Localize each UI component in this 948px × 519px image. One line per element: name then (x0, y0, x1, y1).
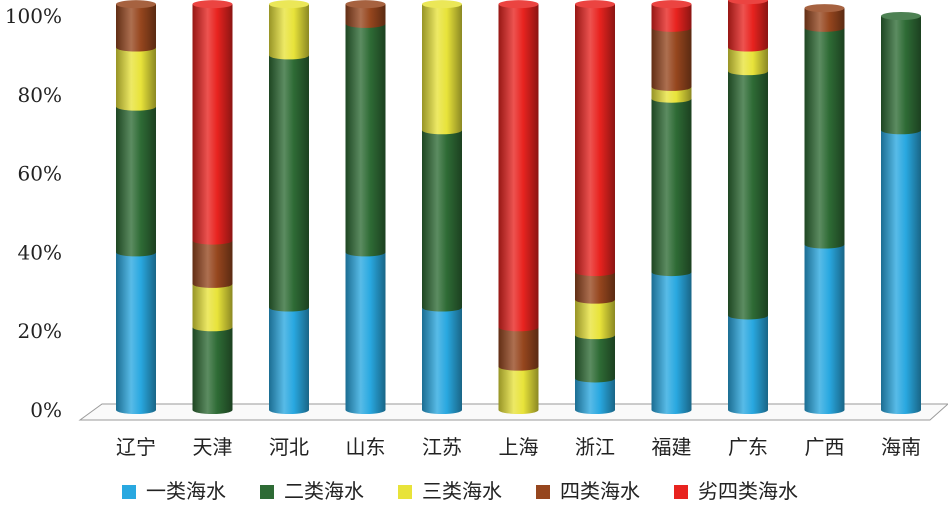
bar-cap (728, 0, 768, 5)
bar-segment (728, 0, 768, 52)
bar-segment (269, 307, 309, 414)
bar-cap (881, 12, 921, 20)
x-tick-label: 海南 (881, 435, 921, 459)
bar-segment (575, 4, 615, 277)
bar-group (575, 0, 615, 414)
legend-swatch (398, 485, 412, 499)
bar-group (192, 0, 233, 414)
y-tick-label: 80% (18, 83, 62, 107)
bar-segment (651, 86, 692, 103)
x-tick-label: 辽宁 (116, 435, 156, 459)
bar-cap (575, 0, 615, 9)
y-axis: 0% 20% 40% 60% 80% 100% (5, 4, 62, 422)
bar-segment (651, 98, 692, 277)
x-tick-label: 广东 (728, 435, 768, 459)
bar-segment (575, 335, 615, 383)
legend-label: 三类海水 (422, 479, 502, 503)
bar-segment (728, 315, 768, 414)
bar-group (881, 12, 921, 414)
bar-segment (651, 27, 692, 91)
legend-item: 二类海水 (260, 479, 364, 503)
x-tick-label: 江苏 (422, 435, 462, 459)
bar-cap (422, 0, 462, 9)
x-axis: 辽宁 天津 河北 山东 江苏 上海 浙江 福建 广东 广西 海南 (116, 435, 921, 459)
bar-segment (192, 327, 233, 414)
bar-segment (804, 244, 845, 414)
x-tick-label: 福建 (652, 435, 692, 459)
y-tick-label: 100% (5, 4, 62, 28)
bar-cap (651, 0, 692, 9)
bar-cap (498, 0, 539, 9)
bar-segment (881, 16, 921, 135)
y-tick-label: 20% (18, 319, 62, 343)
plot-area (116, 0, 921, 414)
bar-segment (498, 366, 539, 414)
bar-segment (192, 4, 233, 245)
bar-segment (728, 47, 768, 76)
y-tick-label: 40% (18, 240, 62, 264)
bar-segment (728, 71, 768, 320)
legend-swatch (674, 485, 688, 499)
legend-item: 四类海水 (536, 479, 640, 503)
x-tick-label: 天津 (193, 435, 233, 459)
legend: 一类海水 二类海水 三类海水 四类海水 劣四类海水 (122, 479, 798, 503)
bar-group (651, 0, 692, 414)
bar-segment (192, 283, 233, 332)
y-tick-label: 60% (18, 162, 62, 186)
bar-group (116, 0, 156, 414)
bar-cap (345, 0, 386, 9)
x-tick-label: 广西 (805, 435, 845, 459)
bar-segment (345, 4, 386, 28)
bar-group (422, 0, 462, 414)
bar-segment (575, 378, 615, 414)
bar-segment (804, 8, 845, 32)
bar-segment (345, 23, 386, 257)
x-tick-label: 河北 (269, 435, 309, 459)
legend-label: 一类海水 (146, 479, 226, 503)
x-tick-label: 山东 (346, 435, 386, 459)
legend-swatch (536, 485, 550, 499)
bar-segment (269, 55, 309, 312)
bar-group (804, 4, 845, 414)
bar-group (498, 0, 539, 414)
bar-cap (192, 0, 233, 9)
bar-cap (116, 0, 156, 9)
bar-segment (345, 252, 386, 414)
bar-segment (192, 240, 233, 288)
x-tick-label: 浙江 (575, 435, 615, 459)
legend-item: 三类海水 (398, 479, 502, 503)
legend-swatch (260, 485, 274, 499)
bar-segment (651, 4, 692, 32)
legend-label: 四类海水 (560, 479, 640, 503)
legend-label: 劣四类海水 (698, 479, 798, 503)
bar-segment (116, 252, 156, 414)
legend-swatch (122, 485, 136, 499)
legend-item: 一类海水 (122, 479, 226, 503)
y-tick-label: 0% (30, 398, 62, 422)
bar-segment (422, 4, 462, 135)
bar-cap (804, 4, 845, 13)
bar-group (269, 0, 309, 414)
bar-segment (498, 4, 539, 332)
bar-segment (881, 130, 921, 414)
legend-label: 二类海水 (284, 479, 364, 503)
bar-group (728, 0, 768, 414)
bar-segment (498, 327, 539, 371)
bar-segment (804, 27, 845, 249)
x-tick-label: 上海 (499, 435, 539, 459)
bar-segment (269, 4, 309, 60)
legend-item: 劣四类海水 (674, 479, 798, 503)
bar-segment (116, 106, 156, 257)
bar-segment (116, 4, 156, 52)
bar-segment (422, 130, 462, 312)
bar-segment (575, 299, 615, 340)
bar-group (345, 0, 386, 414)
bar-segment (116, 47, 156, 111)
bar-segment (651, 272, 692, 414)
bar-segment (575, 272, 615, 304)
bar-segment (422, 307, 462, 414)
bar-cap (269, 0, 309, 9)
